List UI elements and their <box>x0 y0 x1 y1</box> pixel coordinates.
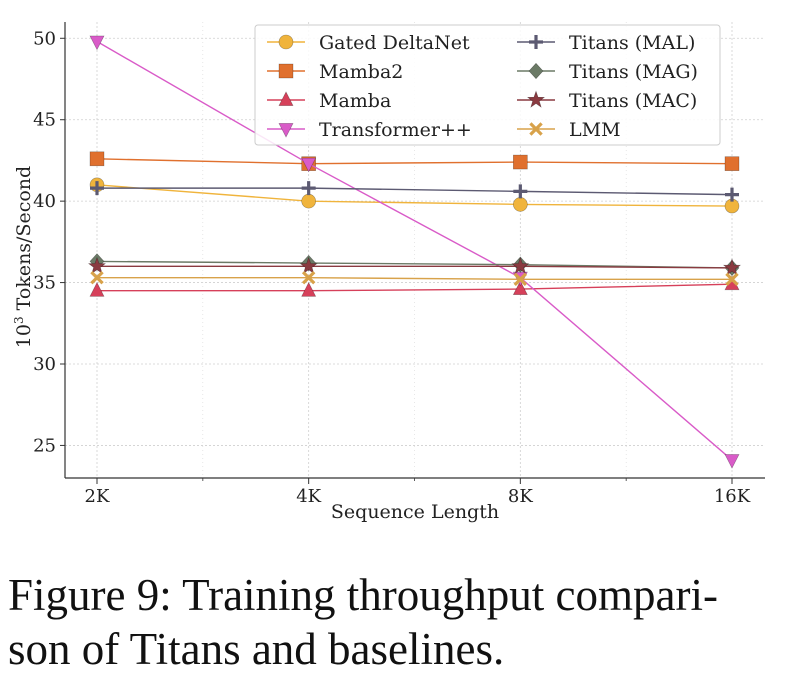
series-line-titans-mal <box>97 187 733 196</box>
x-tick-label: 4K <box>296 486 321 507</box>
y-axis-label-rest: Tokens/Second <box>13 166 35 317</box>
legend-entry-mamba: Mamba <box>267 90 391 112</box>
legend-label: Mamba2 <box>319 61 403 83</box>
series-line-transformer <box>96 40 733 461</box>
y-axis-label-exponent: 3 <box>12 316 26 324</box>
legend-box <box>254 24 721 146</box>
data-point-gated-deltanet <box>513 197 528 212</box>
data-point-lmm <box>301 270 316 285</box>
data-point-titans-mac <box>299 256 318 275</box>
y-axis-label-base: 10 <box>13 324 35 348</box>
data-point-titans-mac <box>511 256 530 275</box>
data-point-transformer <box>301 157 317 173</box>
data-point-titans-mal <box>301 181 316 196</box>
legend-label: LMM <box>569 119 621 141</box>
legend-marker <box>278 123 294 138</box>
series-titans-mac <box>87 256 742 276</box>
x-tick-label: 16K <box>714 486 751 507</box>
legend-label: Mamba <box>319 90 391 112</box>
data-point-titans-mal <box>90 181 104 196</box>
legend-marker <box>528 62 544 80</box>
series-line-titans-mac <box>97 265 733 269</box>
caption-line-1: Figure 9: Training throughput compari- <box>8 570 718 620</box>
legend-entry-titans-mal: Titans (MAL) <box>517 32 695 54</box>
data-point-mamba2 <box>513 154 528 170</box>
series-line-gated-deltanet <box>96 184 733 207</box>
legend-entry-transformer: Transformer++ <box>267 119 472 141</box>
data-point-titans-mal <box>725 187 739 202</box>
legend-marker <box>278 34 294 50</box>
data-point-mamba <box>89 282 105 297</box>
legend-entry-titans-mag: Titans (MAG) <box>517 61 698 83</box>
figure-caption: Figure 9: Training throughput compari- s… <box>8 568 783 676</box>
chart-svg: 25 30 35 40 45 50 2K 4K 8K 16K Gated DeltaNet Mamb… <box>12 22 765 523</box>
data-point-mamba2 <box>724 156 740 171</box>
legend-label: Transformer++ <box>319 119 472 141</box>
series-line-titans-mag <box>96 260 733 269</box>
x-axis-label: Sequence Length <box>331 501 499 523</box>
data-point-lmm <box>513 272 528 287</box>
series-line-mamba <box>97 283 733 292</box>
y-tick-label: 25 <box>33 435 56 456</box>
data-point-titans-mac <box>722 258 742 276</box>
y-tick-label: 45 <box>33 110 56 131</box>
data-point-lmm <box>725 272 739 287</box>
x-tick-label: 2K <box>85 486 110 507</box>
legend-marker <box>526 90 546 108</box>
y-tick-label: 35 <box>33 273 56 294</box>
legend: Gated DeltaNet Mamba2 Mamba Transformer++ Ti… <box>254 24 721 146</box>
data-point-titans-mac <box>87 256 107 275</box>
legend-marker <box>278 63 294 79</box>
legend-entry-titans-mac: Titans (MAC) <box>517 90 697 112</box>
legend-entry-gated-deltanet: Gated DeltaNet <box>267 32 470 54</box>
x-tick-label: 8K <box>508 486 533 507</box>
data-point-transformer <box>724 454 740 469</box>
throughput-chart: 25 30 35 40 45 50 2K 4K 8K 16K Gated DeltaNet Mamb… <box>12 22 765 523</box>
legend-label: Titans (MAL) <box>569 32 695 54</box>
y-tick-label: 50 <box>33 28 56 49</box>
series-lines <box>87 35 742 469</box>
data-point-mamba <box>301 282 317 297</box>
legend-marker <box>278 91 294 106</box>
legend-label: Gated DeltaNet <box>319 32 470 54</box>
data-point-titans-mal <box>513 184 528 199</box>
legend-marker <box>529 122 543 136</box>
legend-label: Titans (MAG) <box>569 61 698 83</box>
data-point-mamba2 <box>89 151 105 167</box>
y-axis-label: 103 Tokens/Second <box>12 166 35 348</box>
series-line-mamba2 <box>96 158 733 165</box>
caption-line-2: son of Titans and baselines. <box>8 624 505 674</box>
series-titans-mag <box>89 253 740 277</box>
y-tick-label: 30 <box>33 354 56 375</box>
y-tick-label: 40 <box>33 191 56 212</box>
legend-entry-mamba2: Mamba2 <box>267 61 403 83</box>
legend-entry-lmm: LMM <box>517 119 621 141</box>
series-gated-deltanet <box>89 177 740 214</box>
axes: 25 30 35 40 45 50 2K 4K 8K 16K <box>33 22 765 507</box>
series-lmm <box>90 270 739 287</box>
data-point-lmm <box>90 270 104 285</box>
data-point-mamba <box>512 280 528 295</box>
data-point-gated-deltanet <box>301 193 316 209</box>
series-line-lmm <box>97 276 732 281</box>
series-titans-mal <box>90 181 739 202</box>
legend-label: Titans (MAC) <box>569 90 697 112</box>
legend-marker <box>529 35 543 49</box>
data-point-transformer <box>89 35 105 51</box>
